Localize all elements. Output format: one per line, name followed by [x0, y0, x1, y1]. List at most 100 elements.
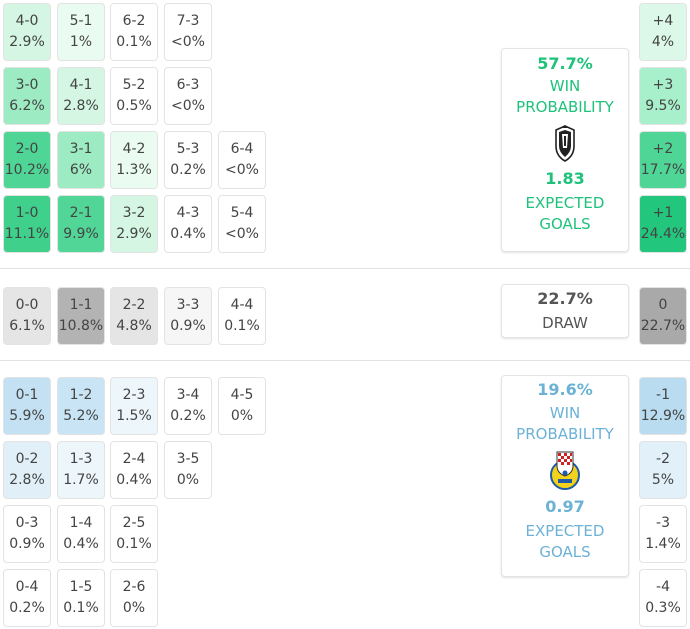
- away-xg: 0.97: [545, 497, 585, 516]
- goal-margin-probability: 24.4%: [640, 226, 686, 242]
- scoreline-score: 3-5: [176, 451, 200, 467]
- scoreline-score: 1-0: [15, 205, 39, 221]
- scoreline-cell: 3-3 0.9%: [164, 287, 212, 345]
- scoreline-cell: 3-4 0.2%: [164, 377, 212, 435]
- scoreline-cell: 0-3 0.9%: [3, 505, 51, 563]
- scoreline-cell: 1-5 0.1%: [57, 569, 105, 627]
- scoreline-cell: 2-6 0%: [110, 569, 158, 627]
- scoreline-score: 3-1: [69, 141, 93, 157]
- scoreline-score: 3-2: [122, 205, 146, 221]
- scoreline-probability: 2.8%: [9, 472, 45, 488]
- scoreline-score: 2-1: [69, 205, 93, 221]
- scoreline-cell: 0-0 6.1%: [3, 287, 51, 345]
- scoreline-score: 1-1: [69, 297, 93, 313]
- scoreline-score: 0-0: [15, 297, 39, 313]
- scoreline-score: 4-2: [122, 141, 146, 157]
- scoreline-score: 2-2: [122, 297, 146, 313]
- away-xg-label: EXPECTED: [525, 522, 605, 540]
- scoreline-score: 7-3: [176, 13, 200, 29]
- scoreline-probability: <0%: [225, 162, 259, 178]
- scoreline-cell: 1-0 11.1%: [3, 195, 51, 253]
- scoreline-score: 2-6: [122, 579, 146, 595]
- scoreline-cell: 4-1 2.8%: [57, 67, 105, 125]
- scoreline-cell: 4-2 1.3%: [110, 131, 158, 189]
- home-xg-label-2: GOALS: [539, 215, 591, 233]
- scoreline-score: 3-4: [176, 387, 200, 403]
- scoreline-score: 1-2: [69, 387, 93, 403]
- scoreline-probability: 5.2%: [63, 408, 99, 424]
- draw-card: 22.7% DRAW: [501, 284, 629, 338]
- scoreline-probability: 0.9%: [170, 318, 206, 334]
- scoreline-probability: 0.4%: [63, 536, 99, 552]
- scoreline-probability: 6.2%: [9, 98, 45, 114]
- goal-margin-cell: +2 17.7%: [639, 131, 687, 189]
- goal-margin-cell: -4 0.3%: [639, 569, 687, 627]
- scoreline-score: 5-2: [122, 77, 146, 93]
- scoreline-score: 6-2: [122, 13, 146, 29]
- scoreline-cell: 6-3 <0%: [164, 67, 212, 125]
- scoreline-score: 2-5: [122, 515, 146, 531]
- scoreline-score: 1-5: [69, 579, 93, 595]
- scoreline-cell: 6-4 <0%: [218, 131, 266, 189]
- goal-margin-probability: 9.5%: [645, 98, 681, 114]
- scoreline-score: 4-0: [15, 13, 39, 29]
- scoreline-cell: 5-1 1%: [57, 3, 105, 61]
- scoreline-score: 5-4: [230, 205, 254, 221]
- scoreline-probability: 0.1%: [63, 600, 99, 616]
- scoreline-probability: <0%: [171, 98, 205, 114]
- scoreline-score: 5-3: [176, 141, 200, 157]
- scoreline-probability: 1.7%: [63, 472, 99, 488]
- scoreline-score: 0-3: [15, 515, 39, 531]
- scoreline-cell: 2-0 10.2%: [3, 131, 51, 189]
- scoreline-probability: 9.9%: [63, 226, 99, 242]
- goal-margin-diff: +2: [652, 141, 674, 157]
- draw-label: DRAW: [542, 314, 588, 332]
- scoreline-cell: 1-2 5.2%: [57, 377, 105, 435]
- away-win-label: WIN: [549, 404, 581, 422]
- scoreline-probability: 0.1%: [116, 536, 152, 552]
- scoreline-cell: 2-2 4.8%: [110, 287, 158, 345]
- scoreline-cell: 7-3 <0%: [164, 3, 212, 61]
- home-crest-icon: [553, 124, 577, 162]
- scoreline-cell: 2-4 0.4%: [110, 441, 158, 499]
- goal-margin-probability: 0.3%: [645, 600, 681, 616]
- away-win-label-2: PROBABILITY: [516, 425, 614, 443]
- scoreline-probability: <0%: [171, 34, 205, 50]
- scoreline-score: 4-4: [230, 297, 254, 313]
- goal-margin-cell: 0 22.7%: [639, 287, 687, 345]
- scoreline-score: 3-0: [15, 77, 39, 93]
- goal-margin-probability: 4%: [651, 34, 675, 50]
- goal-margin-diff: +4: [652, 13, 674, 29]
- scoreline-score: 3-3: [176, 297, 200, 313]
- scoreline-probability: 10.2%: [4, 162, 50, 178]
- goal-margin-diff: -4: [656, 579, 670, 595]
- scoreline-probability: 0.5%: [116, 98, 152, 114]
- scoreline-cell: 4-4 0.1%: [218, 287, 266, 345]
- scoreline-probability: 2.9%: [116, 226, 152, 242]
- goal-margin-probability: 5%: [651, 472, 675, 488]
- scoreline-probability: 0%: [176, 472, 200, 488]
- scoreline-cell: 4-5 0%: [218, 377, 266, 435]
- scoreline-score: 5-1: [69, 13, 93, 29]
- scoreline-probability: 0.2%: [170, 162, 206, 178]
- scoreline-cell: 2-5 0.1%: [110, 505, 158, 563]
- scoreline-cell: 3-0 6.2%: [3, 67, 51, 125]
- scoreline-probability: 1.5%: [116, 408, 152, 424]
- scoreline-score: 0-4: [15, 579, 39, 595]
- goal-margin-diff: -1: [656, 387, 670, 403]
- scoreline-cell: 3-2 2.9%: [110, 195, 158, 253]
- scoreline-cell: 1-3 1.7%: [57, 441, 105, 499]
- draw-pct: 22.7%: [537, 289, 593, 308]
- scoreline-cell: 1-1 10.8%: [57, 287, 105, 345]
- scoreline-probability: 0.2%: [9, 600, 45, 616]
- scoreline-cell: 3-1 6%: [57, 131, 105, 189]
- scoreline-score: 4-1: [69, 77, 93, 93]
- scoreline-probability: 0.1%: [116, 34, 152, 50]
- scoreline-probability: 1.3%: [116, 162, 152, 178]
- scoreline-score: 6-3: [176, 77, 200, 93]
- home-win-card: 57.7% WIN PROBABILITY 1.83 EXPECTED GOAL…: [501, 48, 629, 252]
- scoreline-probability: 2.9%: [9, 34, 45, 50]
- scoreline-score: 2-0: [15, 141, 39, 157]
- goal-margin-probability: 12.9%: [640, 408, 686, 424]
- away-win-card: 19.6% WIN PROBABILITY 0.97 EXPECTED GOAL…: [501, 375, 629, 577]
